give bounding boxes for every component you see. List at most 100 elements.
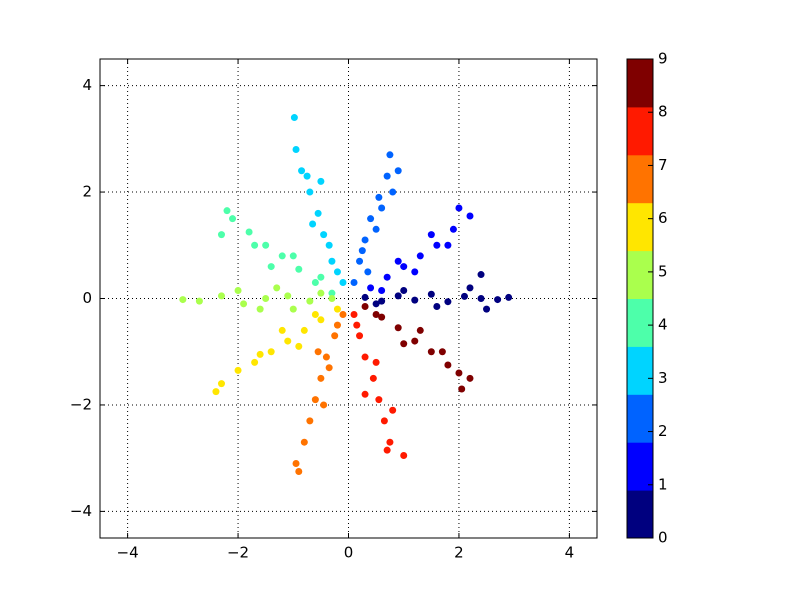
colorbar-tick-label: 8 <box>658 103 668 121</box>
point <box>311 279 319 287</box>
point <box>262 241 270 249</box>
y-tick-label: −4 <box>70 502 92 520</box>
point <box>229 215 237 223</box>
point <box>212 388 220 396</box>
colorbar-segment <box>627 442 653 491</box>
point <box>350 279 358 287</box>
point <box>394 292 402 300</box>
point <box>267 348 275 356</box>
y-tick-label: 4 <box>82 76 92 94</box>
colorbar-tick-label: 3 <box>658 369 668 387</box>
point <box>278 252 286 260</box>
colorbar-segment <box>627 59 653 108</box>
point <box>328 289 336 297</box>
point <box>306 417 314 425</box>
point <box>317 316 325 324</box>
colorbar-tick-label: 1 <box>658 475 668 493</box>
point <box>306 188 314 196</box>
point <box>383 273 391 281</box>
y-tick-label: 0 <box>82 289 92 307</box>
point <box>322 353 330 361</box>
point <box>494 296 502 304</box>
point <box>289 252 297 260</box>
point <box>339 279 347 287</box>
point <box>394 324 402 332</box>
point <box>383 446 391 454</box>
point <box>444 361 452 369</box>
x-tick-label: −4 <box>117 544 139 562</box>
point <box>311 310 319 318</box>
point <box>333 321 341 329</box>
point <box>256 350 264 358</box>
point <box>300 438 308 446</box>
x-tick-label: −2 <box>227 544 249 562</box>
colorbar-segment <box>627 106 653 156</box>
point <box>217 292 225 300</box>
point <box>433 302 441 310</box>
plot-frame <box>99 58 598 539</box>
point <box>234 287 242 295</box>
point <box>400 340 408 348</box>
x-tick-label: 4 <box>565 544 575 562</box>
point <box>394 257 402 265</box>
point <box>375 396 383 404</box>
point <box>320 401 328 409</box>
colorbar-tick-label: 6 <box>658 209 668 227</box>
colorbar-tick-label: 4 <box>658 316 668 334</box>
point <box>358 247 366 255</box>
colorbar-segment <box>627 202 653 252</box>
point <box>333 305 341 313</box>
point <box>325 241 333 249</box>
point <box>262 295 270 302</box>
point <box>367 284 375 292</box>
point <box>331 332 339 340</box>
point <box>411 337 419 345</box>
point <box>361 353 369 361</box>
point <box>389 406 397 414</box>
point <box>372 358 380 366</box>
point <box>416 326 424 334</box>
point <box>400 287 408 295</box>
point <box>284 292 292 300</box>
point <box>314 209 322 217</box>
y-tick-label: −2 <box>70 395 92 413</box>
point <box>273 284 281 292</box>
point <box>411 268 419 276</box>
point <box>394 167 402 175</box>
point <box>427 231 435 239</box>
point <box>427 348 435 356</box>
colorbar-segment <box>627 346 653 395</box>
point <box>400 452 408 460</box>
point <box>455 204 463 212</box>
point <box>295 467 303 475</box>
point <box>433 241 441 249</box>
x-tick-label: 2 <box>454 544 464 562</box>
colorbar-tick-label: 7 <box>658 156 668 174</box>
point <box>400 263 408 271</box>
point <box>295 342 303 350</box>
point <box>378 313 386 321</box>
point <box>438 348 446 356</box>
point <box>317 177 325 185</box>
point <box>389 188 397 196</box>
point <box>378 287 386 295</box>
colorbar-segment <box>627 298 653 347</box>
y-tick-label: 2 <box>82 183 92 201</box>
point <box>383 172 391 180</box>
point <box>317 289 325 297</box>
point <box>378 297 386 305</box>
point <box>367 215 375 223</box>
point <box>251 241 259 249</box>
colorbar-tick-label: 2 <box>658 422 668 440</box>
point <box>267 263 275 271</box>
point <box>195 297 203 305</box>
point <box>245 228 253 236</box>
point <box>372 225 380 233</box>
point <box>375 193 383 201</box>
point <box>317 273 325 281</box>
point <box>505 293 513 301</box>
point <box>361 390 369 398</box>
colorbar-segment <box>627 394 653 443</box>
colorbar-segment <box>627 490 653 539</box>
point <box>353 321 361 329</box>
